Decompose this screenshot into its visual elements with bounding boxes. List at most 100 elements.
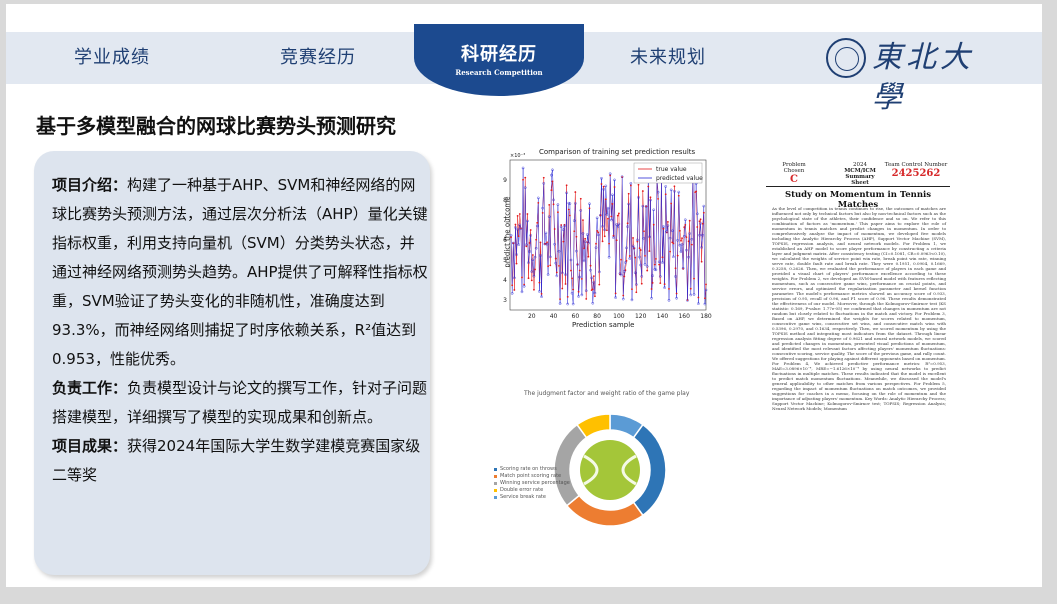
predicted-value-point <box>594 246 598 249</box>
legend-swatch <box>494 468 497 471</box>
predicted-value-point <box>593 291 597 295</box>
true-value-point <box>655 258 657 260</box>
true-value-point <box>635 291 638 294</box>
x-tick-label: 40 <box>550 313 558 320</box>
nav-tab-future[interactable]: 未来规划 <box>630 47 706 68</box>
predicted-value-point <box>649 198 652 202</box>
true-value-point <box>562 240 565 243</box>
true-value-point <box>637 183 640 186</box>
true-value-point <box>639 249 642 251</box>
true-value-point <box>669 250 671 253</box>
true-value-point <box>629 184 632 187</box>
team-label: Team Control Number <box>884 162 948 168</box>
true-value-point <box>634 256 637 259</box>
predicted-value-point <box>648 235 651 239</box>
predicted-value-point <box>682 234 686 238</box>
paper-summary-sheet: Problem Chosen C 2024 MCM/ICM Summary Sh… <box>766 162 950 532</box>
true-value-point <box>687 240 690 243</box>
predicted-value-point <box>565 191 568 195</box>
nav-tab-academic[interactable]: 学业成绩 <box>74 47 150 68</box>
predicted-value-point <box>544 231 548 235</box>
university-seal-icon <box>826 38 866 78</box>
x-tick-label: 120 <box>635 313 647 320</box>
true-value-point <box>631 288 633 291</box>
true-value-point <box>673 185 676 188</box>
predicted-value-point <box>640 275 644 278</box>
predicted-value-point <box>650 296 653 300</box>
tennis-ball-icon <box>580 440 640 500</box>
true-value-point <box>697 296 700 299</box>
predicted-value-point <box>629 182 633 185</box>
predicted-value-point <box>551 168 554 172</box>
true-value-point <box>626 222 629 225</box>
chart-legend: true value predicted value <box>633 162 703 184</box>
predicted-value-point <box>690 237 694 241</box>
true-value-point <box>636 240 639 243</box>
predicted-value-point <box>587 241 590 245</box>
true-value-point <box>552 203 555 206</box>
predicted-value-point <box>651 274 654 277</box>
true-value-point <box>571 277 573 280</box>
predicted-value-point <box>686 299 689 302</box>
predicted-value-point <box>601 225 604 228</box>
predicted-value-point <box>637 196 640 199</box>
true-value-point <box>518 213 521 215</box>
predicted-value-point <box>597 270 601 274</box>
true-value-point <box>597 231 600 234</box>
true-value-point <box>649 196 652 199</box>
predicted-value-point <box>685 248 688 252</box>
predicted-value-point <box>677 190 681 194</box>
true-value-point <box>534 268 536 271</box>
true-value-point <box>657 197 659 200</box>
nav-tab-competition[interactable]: 竞赛经历 <box>280 47 356 68</box>
true-value-point <box>661 256 664 259</box>
true-value-point <box>662 227 665 230</box>
true-value-point <box>652 223 655 226</box>
true-value-point <box>638 247 641 250</box>
true-value-point <box>641 190 644 192</box>
predicted-value-point <box>535 224 539 228</box>
predicted-value-point <box>534 246 538 250</box>
predicted-value-point <box>513 276 516 280</box>
legend-swatch <box>494 475 497 478</box>
chart-xlabel: Prediction sample <box>572 321 635 329</box>
problem-label: Problem Chosen <box>782 162 806 174</box>
prediction-chart: Comparison of training set prediction re… <box>484 146 714 336</box>
true-value-point <box>665 231 668 234</box>
true-value-point <box>651 281 654 284</box>
predicted-value-point <box>552 198 555 202</box>
true-value-point <box>595 242 597 245</box>
predicted-value-point <box>604 184 608 188</box>
true-value-point <box>664 193 667 196</box>
true-value-point <box>666 220 669 223</box>
predicted-value-point <box>570 291 574 295</box>
true-value-point <box>604 198 607 201</box>
predicted-value-point <box>663 286 666 289</box>
y-tick-label: 9 <box>503 177 507 184</box>
true-value-point <box>683 226 686 229</box>
predicted-value-point <box>688 232 691 235</box>
predicted-value-point <box>533 255 537 259</box>
y-tick-label: 3 <box>503 297 507 304</box>
true-value-point <box>573 230 576 233</box>
true-value-point <box>588 207 591 210</box>
true-value-point <box>529 229 532 231</box>
predicted-value-point <box>635 283 638 286</box>
true-value-point <box>677 194 680 197</box>
intro-paragraph: 项目介绍：构建了一种基于AHP、SVM和神经网络的网球比赛势头预测方法，通过层次… <box>52 171 428 374</box>
true-value-point <box>564 283 567 285</box>
true-value-point <box>670 202 673 205</box>
true-value-point <box>551 180 554 183</box>
nav-tab-research-active[interactable]: 科研经历 Research Competition <box>414 24 584 96</box>
true-value-point <box>606 229 608 232</box>
predicted-value-point <box>572 219 576 222</box>
predicted-value-point <box>678 243 682 247</box>
predicted-value-point <box>670 229 674 233</box>
true-value-point <box>698 220 701 223</box>
true-value-point <box>547 265 550 268</box>
predicted-value-point <box>619 273 623 277</box>
true-value-point <box>650 288 653 290</box>
duty-text: 负责模型设计与论文的撰写工作，针对子问题搭建模型，详细撰写了模型的实现成果和创新… <box>52 379 428 426</box>
legend-label: true value <box>656 166 687 173</box>
predicted-value-point <box>642 237 646 240</box>
